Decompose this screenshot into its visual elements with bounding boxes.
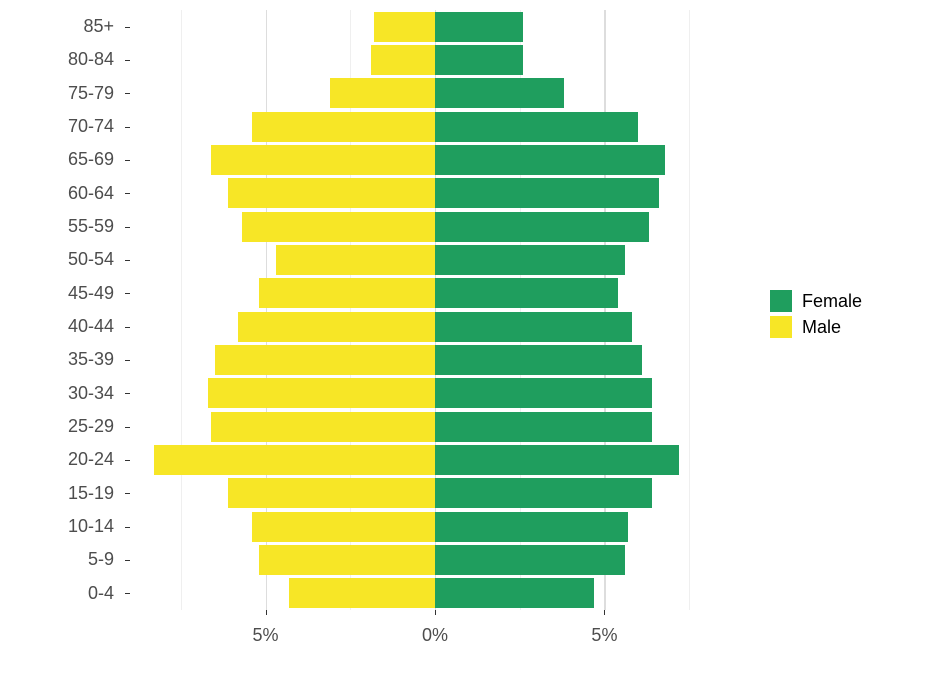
bar-female <box>435 545 625 575</box>
legend-item-male: Male <box>770 316 862 338</box>
y-axis-label: 60-64 <box>0 177 120 210</box>
bar-female <box>435 412 652 442</box>
x-axis: 5% 0% 5% <box>130 610 740 650</box>
gridline-minor <box>689 10 690 610</box>
bar-male <box>259 278 435 308</box>
bar-female <box>435 478 652 508</box>
bar-female <box>435 245 625 275</box>
bar-male <box>242 212 435 242</box>
bar-male <box>374 12 435 42</box>
x-axis-tick <box>604 610 605 615</box>
bar-male <box>252 112 435 142</box>
bar-male <box>228 478 435 508</box>
bar-male <box>215 345 435 375</box>
chart-container: 85+80-8475-7970-7465-6960-6455-5950-5445… <box>0 0 926 675</box>
bar-male <box>208 378 435 408</box>
y-axis: 85+80-8475-7970-7465-6960-6455-5950-5445… <box>0 10 120 610</box>
bar-male <box>276 245 435 275</box>
y-axis-label: 80-84 <box>0 43 120 76</box>
bar-female <box>435 378 652 408</box>
legend-label-female: Female <box>802 291 862 312</box>
x-axis-tick <box>266 610 267 615</box>
bar-female <box>435 345 642 375</box>
y-axis-label: 30-34 <box>0 377 120 410</box>
y-axis-label: 10-14 <box>0 510 120 543</box>
bar-male <box>211 145 435 175</box>
y-axis-label: 25-29 <box>0 410 120 443</box>
legend: Female Male <box>770 290 862 338</box>
bar-female <box>435 312 632 342</box>
x-axis-tick <box>435 610 436 615</box>
bar-female <box>435 145 665 175</box>
y-axis-label: 45-49 <box>0 277 120 310</box>
legend-item-female: Female <box>770 290 862 312</box>
bar-female <box>435 12 523 42</box>
y-axis-label: 0-4 <box>0 577 120 610</box>
gridline-minor <box>181 10 182 610</box>
bar-male <box>259 545 435 575</box>
y-axis-label: 70-74 <box>0 110 120 143</box>
y-axis-label: 15-19 <box>0 477 120 510</box>
y-axis-label: 40-44 <box>0 310 120 343</box>
bar-male <box>371 45 435 75</box>
legend-swatch-female <box>770 290 792 312</box>
x-axis-label: 5% <box>591 625 617 646</box>
bar-male <box>330 78 435 108</box>
plot-area <box>130 10 740 610</box>
bar-male <box>211 412 435 442</box>
x-axis-label: 0% <box>422 625 448 646</box>
y-axis-label: 35-39 <box>0 343 120 376</box>
bar-male <box>289 578 435 608</box>
y-axis-label: 20-24 <box>0 443 120 476</box>
bar-female <box>435 78 564 108</box>
y-axis-label: 75-79 <box>0 77 120 110</box>
bar-male <box>252 512 435 542</box>
bar-female <box>435 212 649 242</box>
y-axis-label: 55-59 <box>0 210 120 243</box>
bar-female <box>435 578 594 608</box>
bar-female <box>435 445 679 475</box>
bar-male <box>238 312 435 342</box>
y-axis-label: 50-54 <box>0 243 120 276</box>
legend-label-male: Male <box>802 317 841 338</box>
bar-male <box>228 178 435 208</box>
legend-swatch-male <box>770 316 792 338</box>
bar-male <box>154 445 435 475</box>
bar-female <box>435 45 523 75</box>
bar-female <box>435 512 628 542</box>
bar-female <box>435 278 618 308</box>
x-axis-label: 5% <box>253 625 279 646</box>
y-axis-label: 65-69 <box>0 143 120 176</box>
bar-female <box>435 178 659 208</box>
y-axis-label: 85+ <box>0 10 120 43</box>
y-axis-label: 5-9 <box>0 543 120 576</box>
bar-female <box>435 112 638 142</box>
